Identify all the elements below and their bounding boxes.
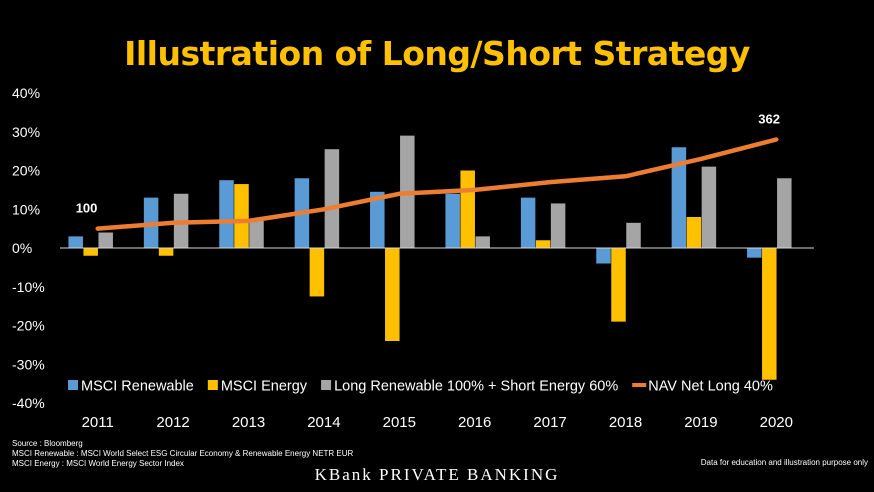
data-label: 362 — [758, 112, 780, 127]
bar — [611, 248, 626, 322]
legend-swatch — [68, 380, 78, 390]
long-short-chart: 40% 30% 20% 10% 0% -10% -20% -30% -40% 100 362 MSCI… — [12, 85, 814, 431]
bar — [445, 193, 460, 248]
bar — [249, 220, 264, 248]
bar — [158, 248, 174, 256]
bar — [98, 232, 113, 248]
bar — [701, 166, 717, 248]
x-tick-label: 2014 — [307, 414, 340, 431]
legend-swatch — [207, 380, 218, 390]
bar — [520, 197, 536, 248]
legend-label: NAV Net Long 40% — [648, 379, 773, 395]
bar — [370, 191, 385, 248]
bar — [68, 236, 83, 248]
bar — [596, 248, 611, 264]
bar — [762, 248, 777, 380]
y-tick-label: 40% — [12, 85, 40, 101]
x-tick-label: 2020 — [760, 414, 793, 431]
legend-label: Long Renewable 100% + Short Energy 60% — [334, 379, 618, 395]
bar — [671, 147, 687, 248]
x-tick-label: 2017 — [533, 414, 566, 431]
source-line: Source : Bloomberg — [12, 439, 83, 448]
y-tick-label: -40% — [12, 395, 45, 411]
y-tick-label: -20% — [12, 318, 45, 334]
source-notes: Source : Bloomberg MSCI Renewable : MSCI… — [12, 439, 353, 469]
x-tick-label: 2011 — [82, 414, 114, 431]
disclaimer: Data for education and illustration purp… — [700, 458, 868, 467]
legend-label: MSCI Energy — [221, 379, 308, 395]
x-tick-label: 2013 — [232, 414, 265, 431]
x-tick-label: 2018 — [609, 414, 642, 431]
bar — [460, 170, 475, 248]
bar — [219, 180, 234, 248]
chart-title: Illustration of Long/Short Strategy — [124, 34, 750, 73]
x-tick-label: 2019 — [684, 414, 717, 431]
nav-line — [95, 137, 779, 231]
bar — [747, 248, 762, 258]
bar — [83, 248, 98, 256]
data-label: 100 — [76, 201, 98, 216]
bar — [324, 149, 340, 248]
brand-footer: KBank PRIVATE BANKING — [314, 465, 560, 484]
bar — [309, 248, 325, 297]
bar — [475, 236, 490, 248]
y-tick-label: 0% — [12, 240, 32, 256]
legend-label: MSCI Renewable — [81, 379, 194, 395]
y-tick-label: 20% — [12, 163, 40, 179]
bar — [234, 184, 249, 248]
x-tick-label: 2015 — [383, 414, 416, 431]
y-tick-label: 10% — [12, 201, 40, 217]
source-line: MSCI Renewable : MSCI World Select ESG C… — [12, 449, 354, 458]
bar — [626, 222, 641, 248]
bar — [777, 178, 792, 248]
y-tick-label: -10% — [12, 279, 45, 295]
y-tick-label: -30% — [12, 356, 45, 372]
x-tick-label: 2012 — [156, 414, 189, 431]
y-tick-label: 30% — [12, 124, 40, 140]
bar — [550, 203, 566, 248]
bar — [686, 217, 702, 248]
bar — [385, 248, 400, 341]
bar — [535, 240, 551, 248]
x-tick-label: 2016 — [458, 414, 491, 431]
legend-swatch — [321, 380, 332, 390]
source-line: MSCI Energy : MSCI World Energy Sector I… — [12, 459, 184, 468]
